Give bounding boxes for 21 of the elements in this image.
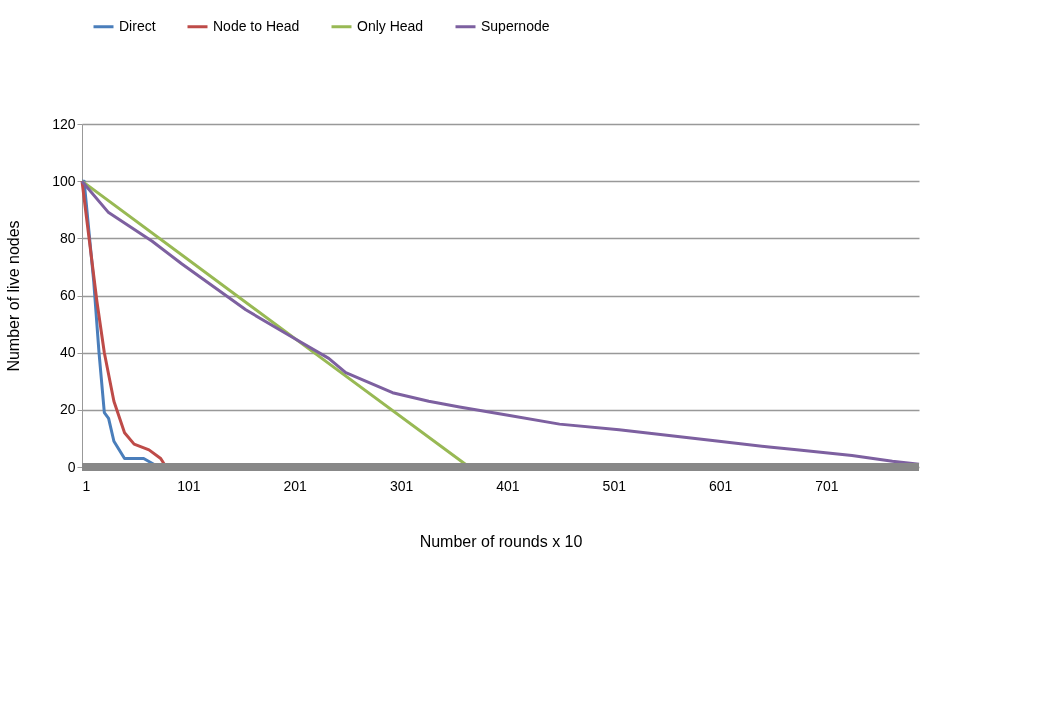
x-tick-label: 401 bbox=[496, 477, 520, 494]
y-tick-label: 120 bbox=[52, 115, 76, 132]
legend-label: Direct bbox=[119, 17, 156, 34]
x-tick-label: 301 bbox=[389, 477, 414, 494]
y-tick-label: 80 bbox=[59, 229, 76, 246]
x-tick-label: 701 bbox=[815, 477, 839, 494]
y-tick-label: 60 bbox=[59, 287, 76, 303]
x-tick-label: 1 bbox=[82, 477, 91, 494]
legend-label: Node to Head bbox=[213, 17, 300, 34]
y-tick-label: 100 bbox=[52, 172, 76, 189]
y-tick-label: 40 bbox=[59, 344, 76, 361]
legend-label: Supernode bbox=[481, 17, 550, 34]
legend-label: Only Head bbox=[357, 17, 424, 34]
y-tick-label: 20 bbox=[59, 401, 76, 418]
y-tick-label: 0 bbox=[67, 458, 76, 475]
x-tick-label: 101 bbox=[177, 477, 201, 494]
y-axis-title: Number of live nodes bbox=[5, 220, 23, 372]
x-tick-label: 201 bbox=[283, 477, 308, 494]
x-axis-title: Number of rounds x 10 bbox=[419, 532, 583, 550]
x-tick-label: 601 bbox=[708, 477, 733, 494]
x-tick-label: 501 bbox=[602, 477, 627, 494]
